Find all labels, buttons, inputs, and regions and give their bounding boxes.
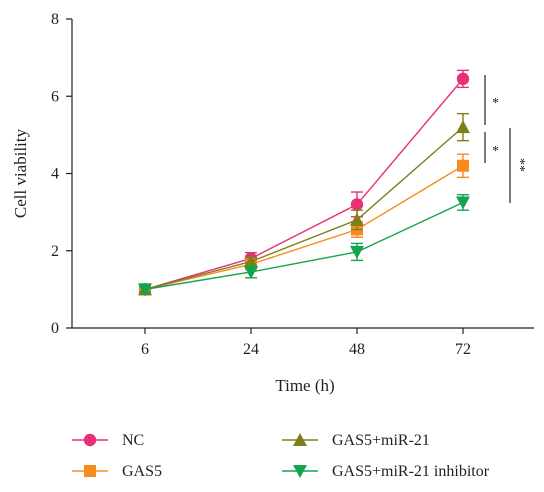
legend-item: NC [72, 432, 144, 449]
legend-marker [84, 465, 96, 477]
legend-label: GAS5 [122, 463, 162, 480]
y-tick-label: 2 [51, 243, 59, 260]
significance-label: * [492, 144, 499, 159]
data-point [350, 245, 364, 259]
significance-label: ** [512, 158, 527, 172]
series-layer [138, 69, 470, 297]
series-line [144, 165, 464, 291]
legend-label: NC [122, 432, 144, 449]
legend-marker [293, 465, 307, 478]
data-point [244, 265, 258, 279]
legend-marker [83, 433, 97, 447]
legend-item: GAS5 [72, 463, 162, 480]
legend-label: GAS5+miR-21 inhibitor [332, 463, 490, 480]
series-2 [138, 112, 470, 296]
x-tick-label: 24 [243, 341, 259, 358]
data-point [350, 212, 364, 226]
legend: NC GAS5 GAS5+miR-21 GAS5+miR-21 inhibitor [72, 432, 490, 480]
x-tick-label: 6 [141, 341, 149, 358]
y-tick-label: 0 [51, 320, 59, 337]
data-point [244, 254, 258, 268]
series-line [144, 78, 464, 291]
series-1 [139, 153, 469, 296]
legend-marker [293, 433, 307, 446]
series-3 [138, 194, 470, 297]
data-point [456, 196, 470, 210]
significance-label: * [492, 96, 499, 111]
data-point [138, 283, 152, 297]
x-axis-label: Time (h) [275, 376, 334, 395]
y-tick-label: 4 [51, 166, 59, 183]
legend-item: GAS5+miR-21 [282, 432, 430, 449]
series-line [144, 201, 464, 291]
data-point [350, 198, 364, 211]
x-tick-label: 48 [349, 341, 365, 358]
data-point [456, 72, 470, 86]
legend-label: GAS5+miR-21 [332, 432, 430, 449]
y-axis-label: Cell viability [11, 128, 30, 218]
significance-annotations: **** [484, 75, 527, 203]
data-point [456, 120, 470, 134]
legend-item: GAS5+miR-21 inhibitor [282, 463, 490, 480]
y-tick-label: 8 [51, 11, 59, 28]
x-tick-label: 72 [455, 341, 471, 358]
series-line [144, 126, 464, 291]
y-tick-label: 6 [51, 88, 59, 105]
data-point [457, 159, 469, 172]
